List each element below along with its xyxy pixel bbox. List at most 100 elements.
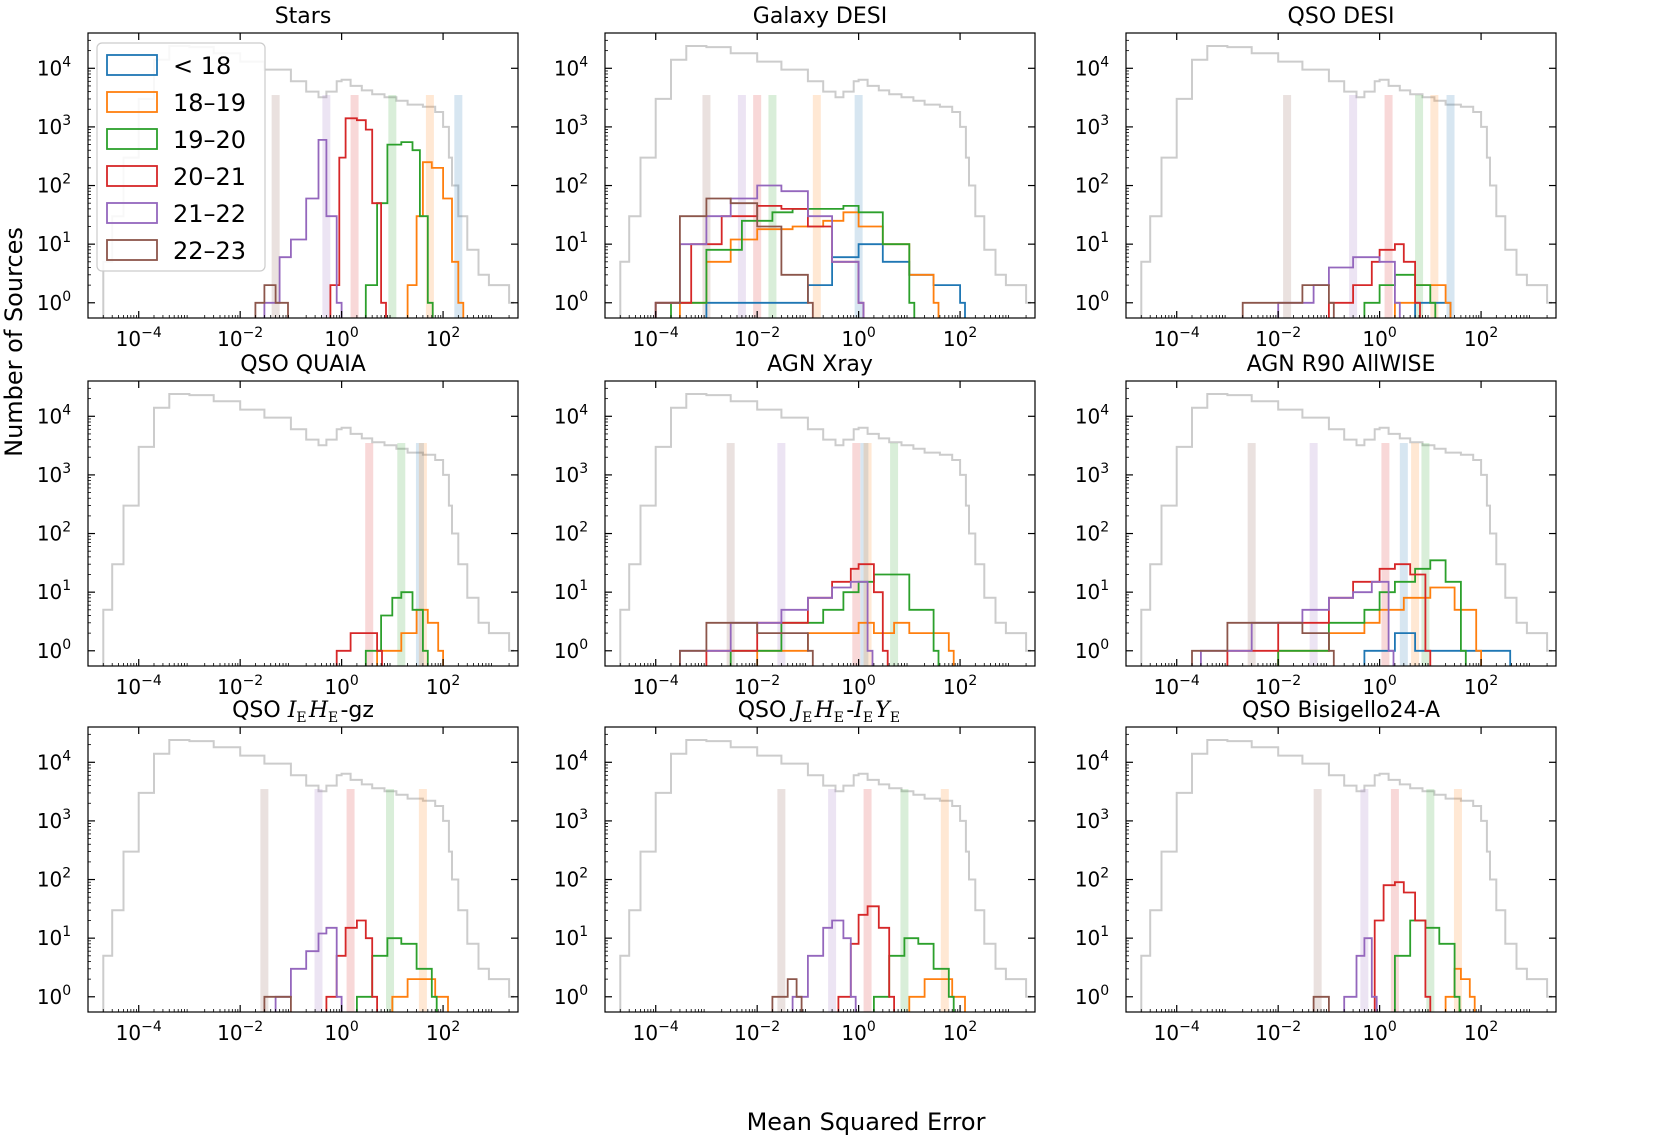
series-22–23 xyxy=(263,995,292,1012)
background-histogram xyxy=(619,739,1031,1012)
median-band xyxy=(900,789,909,1012)
median-band xyxy=(1384,95,1393,318)
y-tick-label: 103 xyxy=(554,807,588,833)
plot-area xyxy=(102,393,514,666)
legend-label: 20–21 xyxy=(173,163,246,191)
x-tick-label: 10−2 xyxy=(734,325,780,351)
x-tick-label: 10−4 xyxy=(1154,1019,1200,1045)
y-tick-label: 104 xyxy=(554,402,588,428)
x-tick-label: 10−4 xyxy=(1154,673,1200,699)
y-tick-label: 103 xyxy=(554,461,588,487)
x-tick-label: 10−4 xyxy=(633,1019,679,1045)
y-tick-label: 103 xyxy=(1075,807,1109,833)
series-21–22 xyxy=(1200,580,1395,666)
panel-7: 10−4 10−2 100 102 100 101 102 103 104 QSO IE HE -… xyxy=(37,698,519,1045)
y-tick-label: 100 xyxy=(554,983,588,1009)
axes-frame xyxy=(604,32,1036,319)
y-tick-label: 101 xyxy=(1075,924,1109,950)
legend-item: 19–20 xyxy=(106,126,246,154)
y-tick-label: 102 xyxy=(1075,172,1109,198)
legend-label: 22–23 xyxy=(173,237,246,265)
series-18–19 xyxy=(908,978,966,1012)
median-band xyxy=(425,95,434,318)
legend-swatch xyxy=(106,239,158,261)
legend-item: 20–21 xyxy=(106,163,246,191)
y-tick-label: 102 xyxy=(37,172,71,198)
series-21–22 xyxy=(654,184,865,318)
series-22–23 xyxy=(1241,284,1335,318)
x-tick-label: 10−4 xyxy=(116,325,162,351)
x-tick-label: 100 xyxy=(1362,673,1396,699)
series-20–21 xyxy=(1226,563,1432,666)
plot-area xyxy=(102,739,514,1012)
median-band xyxy=(397,443,406,666)
panel-1: 10−4 10−2 100 102 100 101 102 103 104 Stars < 18 18… xyxy=(37,4,519,351)
x-tick-label: 10−4 xyxy=(116,1019,162,1045)
series-18–19 xyxy=(406,161,465,318)
median-band xyxy=(1349,95,1358,318)
x-tick-label: 102 xyxy=(1464,1019,1498,1045)
background-histogram xyxy=(102,393,514,666)
x-axis-label: Mean Squared Error xyxy=(747,1108,986,1136)
x-tick-label: 102 xyxy=(943,1019,977,1045)
y-tick-label: 100 xyxy=(554,637,588,663)
median-band xyxy=(777,789,786,1012)
median-band xyxy=(777,443,786,666)
axes-frame xyxy=(1125,380,1557,667)
y-tick-label: 100 xyxy=(1075,637,1109,663)
x-tick-label: 10−2 xyxy=(734,673,780,699)
y-tick-label: 103 xyxy=(37,461,71,487)
plot-area xyxy=(619,739,1031,1012)
y-tick-label: 101 xyxy=(37,230,71,256)
panel-title: AGN R90 AllWISE xyxy=(1247,352,1436,377)
axes-frame xyxy=(604,380,1036,667)
series-21–22 xyxy=(1343,937,1378,1012)
series-22–23 xyxy=(1191,621,1335,666)
x-tick-label: 100 xyxy=(841,325,875,351)
panel-title: QSO DESI xyxy=(1288,4,1395,29)
x-tick-label: 10−2 xyxy=(734,1019,780,1045)
legend-label: < 18 xyxy=(173,52,231,80)
series-18–19 xyxy=(376,608,444,666)
x-tick-label: 100 xyxy=(841,1019,875,1045)
legend-item: 21–22 xyxy=(106,200,246,228)
x-tick-label: 10−4 xyxy=(633,325,679,351)
median-band xyxy=(860,443,869,666)
legend: < 18 18–19 19–20 20–21 21–22 22–23 xyxy=(96,42,266,272)
series-20–21 xyxy=(335,632,383,666)
plot-area xyxy=(1140,739,1552,1012)
y-tick-label: 100 xyxy=(37,637,71,663)
median-band xyxy=(1415,95,1424,318)
y-tick-label: 104 xyxy=(1075,54,1109,80)
legend-swatch xyxy=(106,202,158,224)
x-tick-label: 100 xyxy=(324,673,358,699)
series-22–23 xyxy=(771,978,803,1012)
y-tick-label: 104 xyxy=(37,748,71,774)
y-tick-label: 104 xyxy=(1075,402,1109,428)
median-band xyxy=(454,95,463,318)
y-tick-label: 103 xyxy=(1075,461,1109,487)
median-band xyxy=(863,789,872,1012)
y-tick-label: 100 xyxy=(37,289,71,315)
y-tick-label: 101 xyxy=(37,924,71,950)
legend-swatch xyxy=(106,128,158,150)
median-band xyxy=(1430,95,1439,318)
median-band xyxy=(737,95,746,318)
median-band xyxy=(260,789,269,1012)
y-tick-label: 102 xyxy=(1075,520,1109,546)
median-band xyxy=(346,789,355,1012)
median-band xyxy=(350,95,359,318)
median-band xyxy=(828,789,837,1012)
plot-area xyxy=(619,393,1031,666)
plot-area xyxy=(1140,393,1552,666)
legend-label: 19–20 xyxy=(173,126,246,154)
series-18–19 xyxy=(679,211,940,318)
median-band xyxy=(1247,443,1256,666)
x-tick-label: 102 xyxy=(943,325,977,351)
legend-item: 18–19 xyxy=(106,89,246,117)
panel-3: 10−4 10−2 100 102 100 101 102 103 104 QSO DESI xyxy=(1075,4,1557,351)
panel-4: 10−4 10−2 100 102 100 101 102 103 104 QSO QUAIA xyxy=(37,352,519,699)
axes-frame xyxy=(87,726,519,1013)
median-band xyxy=(1313,789,1322,1012)
background-histogram xyxy=(619,393,1031,666)
